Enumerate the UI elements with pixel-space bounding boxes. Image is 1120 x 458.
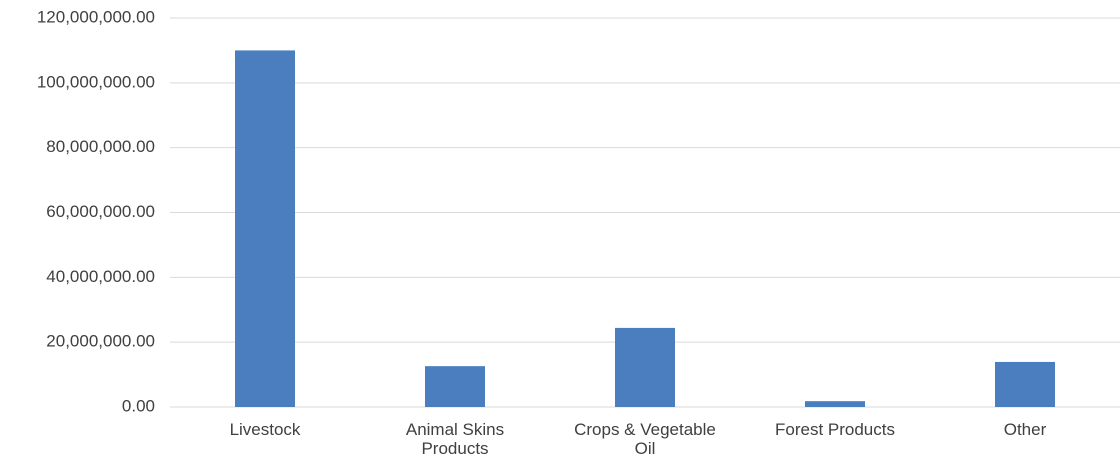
bar bbox=[805, 401, 865, 407]
y-tick-label: 60,000,000.00 bbox=[46, 202, 155, 221]
y-tick-label: 80,000,000.00 bbox=[46, 137, 155, 156]
y-tick-label: 20,000,000.00 bbox=[46, 332, 155, 351]
y-tick-label: 0.00 bbox=[122, 396, 155, 415]
bar bbox=[235, 50, 295, 408]
bar bbox=[995, 361, 1055, 407]
x-tick-label: Livestock bbox=[229, 420, 301, 439]
y-tick-label: 100,000,000.00 bbox=[37, 72, 155, 91]
y-tick-label: 40,000,000.00 bbox=[46, 267, 155, 286]
x-tick-label: Crops & Vegetable Oil bbox=[574, 420, 716, 458]
bar bbox=[425, 366, 485, 407]
y-tick-label: 120,000,000.00 bbox=[37, 7, 155, 26]
x-tick-label: Animal Skins Products bbox=[405, 420, 505, 458]
bar bbox=[615, 327, 675, 407]
x-tick-label: Other bbox=[1003, 420, 1047, 439]
x-tick-label: Forest Products bbox=[775, 420, 895, 439]
